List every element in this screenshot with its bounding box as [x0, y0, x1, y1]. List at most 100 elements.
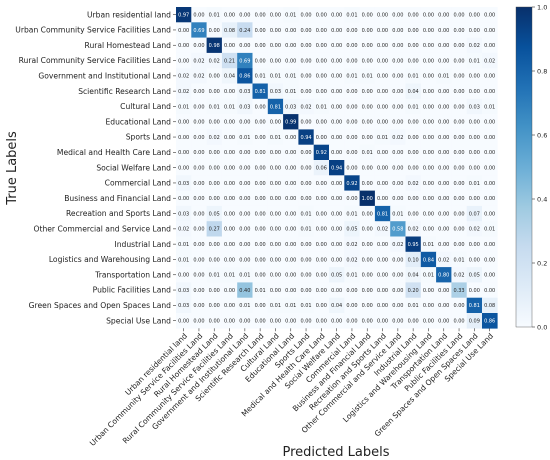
cell-value-label: 0.20: [408, 288, 419, 294]
cell-value-label: 0.00: [438, 181, 449, 187]
cell-value-label: 0.69: [193, 28, 204, 34]
colorbar-tick-label: 0.0: [537, 324, 547, 332]
heatmap-cell: [390, 68, 406, 84]
cell-value-label: 0.00: [438, 242, 449, 248]
cell-value-label: 0.00: [392, 303, 403, 309]
cell-value-label: 0.00: [285, 150, 296, 156]
cell-value-label: 0.02: [346, 257, 357, 263]
heatmap-cell: [313, 7, 330, 23]
heatmap-cell: [466, 144, 483, 161]
cell-value-label: 0.00: [331, 227, 342, 233]
cell-value-label: 0.00: [469, 196, 480, 202]
heatmap-cell: [298, 7, 314, 23]
heatmap-cell: [237, 297, 253, 314]
cell-value-label: 0.01: [285, 303, 296, 309]
heatmap-cell: [436, 52, 452, 69]
cell-value-label: 0.00: [423, 181, 434, 187]
heatmap-cell: [237, 221, 253, 237]
colorbar-tick-label: 0.8: [537, 68, 547, 76]
heatmap-cell: [420, 22, 437, 38]
cell-value-label: 0.00: [331, 150, 342, 156]
cell-value-label: 0.00: [377, 120, 388, 126]
cell-value-label: 0.00: [423, 120, 434, 126]
heatmap-cell: [191, 297, 207, 314]
heatmap-cell: [267, 221, 284, 237]
heatmap-cell: [298, 52, 314, 69]
cell-value-label: 0.81: [377, 211, 388, 217]
heatmap-cell: [482, 7, 498, 23]
heatmap-cell: [451, 7, 467, 23]
cell-value-label: 0.10: [408, 257, 419, 263]
cell-value-label: 0.98: [209, 43, 220, 49]
cell-value-label: 0.00: [300, 257, 311, 263]
cell-value-label: 0.00: [346, 43, 357, 49]
heatmap-cell: [482, 282, 498, 298]
cell-value-label: 0.00: [331, 12, 342, 18]
heatmap-cell: [206, 190, 223, 207]
cell-value-label: 0.00: [346, 104, 357, 110]
heatmap-cell: [436, 68, 452, 84]
heatmap-cell: [390, 221, 406, 237]
cell-value-label: 0.00: [270, 257, 281, 263]
cell-value-label: 0.69: [239, 58, 250, 64]
cell-value-label: 0.00: [224, 196, 235, 202]
heatmap-cell: [221, 37, 238, 54]
cell-value-label: 0.00: [392, 89, 403, 95]
heatmap-cell: [313, 175, 330, 191]
heatmap-cell: [374, 83, 391, 100]
heatmap-cell: [283, 205, 299, 222]
heatmap-cell: [344, 267, 360, 283]
cell-value-label: 0.24: [239, 28, 250, 34]
cell-value-label: 0.00: [270, 318, 281, 324]
cell-value-label: 0.00: [285, 273, 296, 279]
cell-value-label: 0.00: [469, 257, 480, 263]
cell-value-label: 0.00: [453, 196, 464, 202]
heatmap-cell: [206, 221, 223, 237]
heatmap-cell: [283, 160, 299, 176]
cell-value-label: 0.01: [346, 211, 357, 217]
cell-value-label: 0.00: [331, 211, 342, 217]
heatmap-cell: [191, 83, 207, 100]
heatmap-cell: [390, 37, 406, 54]
cell-value-label: 0.00: [392, 120, 403, 126]
heatmap-cell: [482, 313, 498, 329]
cell-value-label: 0.00: [377, 150, 388, 156]
heatmap-cell: [176, 144, 192, 161]
cell-value-label: 0.58: [392, 227, 403, 233]
heatmap-cell: [329, 114, 345, 130]
cell-value-label: 0.01: [469, 58, 480, 64]
heatmap-cell: [283, 236, 299, 253]
cell-value-label: 0.00: [270, 273, 281, 279]
heatmap-cell: [206, 236, 223, 253]
heatmap-cell: [405, 160, 422, 176]
heatmap-cell: [298, 313, 314, 329]
cell-value-label: 0.00: [209, 242, 220, 248]
heatmap-cell: [252, 221, 269, 237]
cell-value-label: 0.00: [209, 303, 220, 309]
heatmap-cell-labels: 0.97 0.00 0.01 0.00 0.00 0.00 0.00 0.01 0.00 0.00…: [178, 12, 495, 324]
heatmap-cell: [283, 83, 299, 100]
heatmap-cell: [283, 144, 299, 161]
cell-value-label: 0.00: [408, 135, 419, 141]
heatmap-cell: [206, 175, 223, 191]
cell-value-label: 0.81: [469, 303, 480, 309]
heatmap-cell: [405, 98, 422, 115]
heatmap-cell: [191, 175, 207, 191]
cell-value-label: 0.00: [316, 12, 327, 18]
cell-value-label: 0.00: [438, 28, 449, 34]
heatmap-cell: [482, 144, 498, 161]
cell-value-label: 0.00: [438, 120, 449, 126]
heatmap-cell: [344, 144, 360, 161]
heatmap-cell: [206, 114, 223, 130]
heatmap-cell: [451, 297, 467, 314]
heatmap-cell: [420, 98, 437, 115]
cell-value-label: 0.00: [331, 58, 342, 64]
cell-value-label: 0.02: [469, 227, 480, 233]
cell-value-label: 0.00: [377, 288, 388, 294]
cell-value-label: 0.00: [239, 318, 250, 324]
cell-value-label: 0.00: [408, 150, 419, 156]
cell-value-label: 0.95: [408, 242, 419, 248]
heatmap-cell: [482, 205, 498, 222]
heatmap-cell: [206, 37, 223, 54]
cell-value-label: 0.00: [331, 135, 342, 141]
